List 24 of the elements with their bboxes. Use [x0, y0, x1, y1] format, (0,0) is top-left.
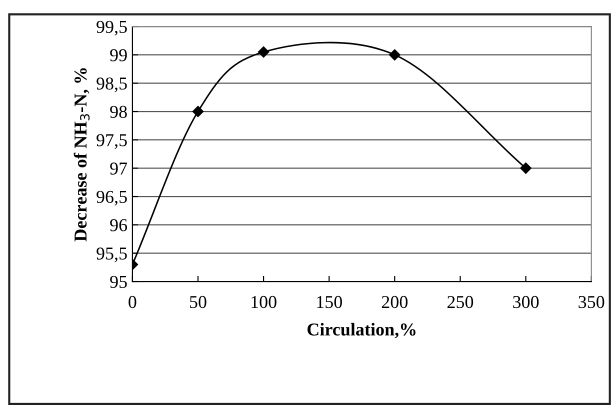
x-tick-label: 350 [578, 296, 604, 308]
y-tick-label: 98,5 [96, 77, 127, 92]
x-tick-label: 300 [513, 296, 539, 308]
x-tick-label: 250 [447, 296, 474, 308]
y-tick-label: 96,5 [96, 190, 127, 206]
y-tick-label: 99 [110, 49, 127, 62]
x-axis-title: Circulation,% [308, 322, 416, 338]
x-tick-label: 100 [252, 296, 276, 308]
y-tick-label: 97,5 [96, 134, 127, 149]
y-tick-label: 97 [110, 162, 128, 175]
x-tick-label: 50 [190, 296, 206, 308]
point [192, 106, 204, 118]
y-axis-title: Decrease of NH$_{3}$-N, % [74, 68, 90, 242]
y-tick-label: 98 [110, 106, 127, 118]
x-tick-label: 150 [317, 296, 342, 308]
x-tick-label: 200 [382, 296, 408, 308]
point [389, 49, 400, 60]
point [520, 162, 532, 174]
y-tick-label: 95 [110, 276, 127, 288]
y-tick-label: 95,5 [96, 247, 127, 262]
y-tick-label: 96 [110, 219, 128, 232]
y-tick-label: 99,5 [96, 20, 127, 36]
x-tick-label: 0 [128, 296, 136, 308]
point [258, 46, 270, 58]
